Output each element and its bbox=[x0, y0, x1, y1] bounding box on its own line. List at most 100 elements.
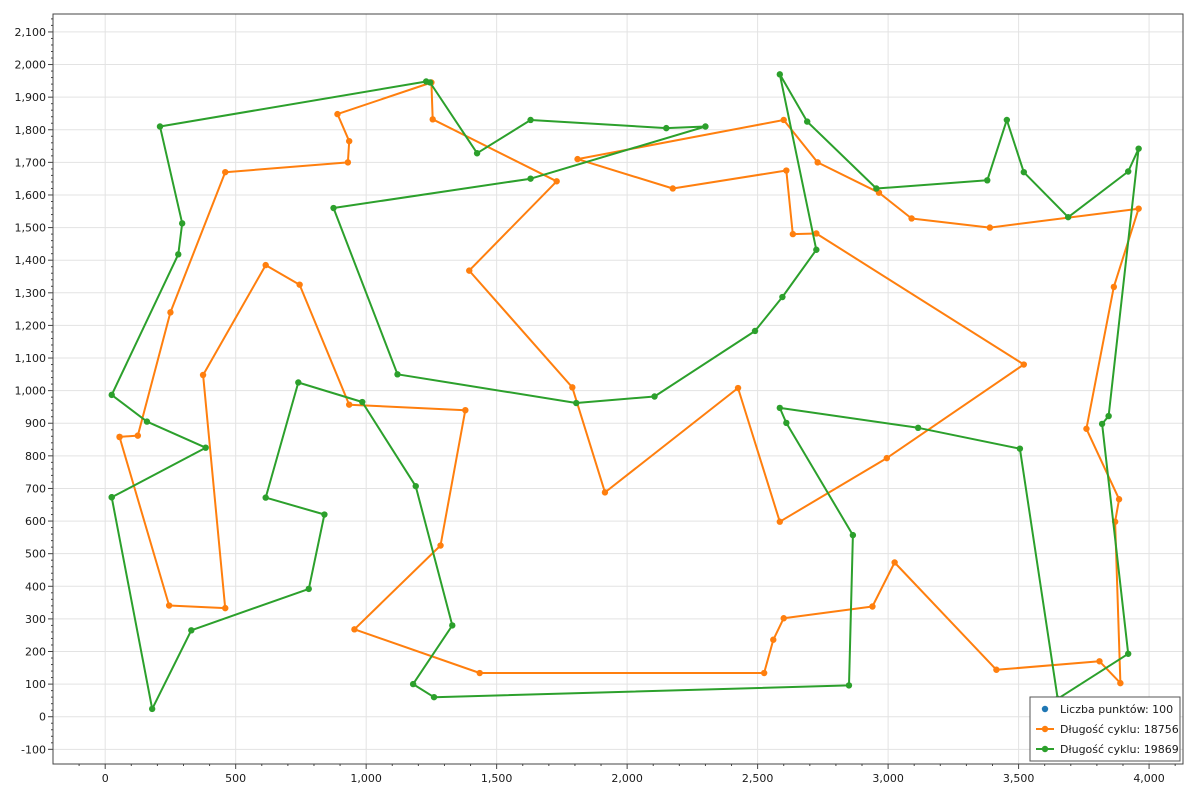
y-tick-label: 900 bbox=[25, 417, 46, 430]
series-point bbox=[1083, 425, 1090, 432]
series-point bbox=[553, 178, 560, 185]
series-point bbox=[813, 230, 820, 237]
series-point bbox=[108, 391, 115, 399]
series-point bbox=[165, 602, 173, 609]
series-point bbox=[1124, 650, 1132, 657]
plot-area bbox=[53, 14, 1183, 764]
series-point bbox=[462, 406, 469, 414]
series-point bbox=[993, 666, 1000, 673]
series-point bbox=[359, 398, 366, 406]
x-tick-label: 500 bbox=[225, 772, 246, 785]
x-tick-label: 0 bbox=[102, 772, 109, 785]
y-tick-label: -100 bbox=[21, 743, 46, 756]
x-axis: 0 500 1,000 1,500 2,000 2,500 3,000 3,500 4,000 bbox=[78, 764, 1176, 785]
legend: Liczba punktów: 100 Długość cyklu: 18756 D… bbox=[1029, 696, 1181, 762]
series-point bbox=[813, 246, 820, 253]
series-point bbox=[1124, 168, 1132, 175]
series-point bbox=[1135, 145, 1142, 152]
series-point bbox=[780, 116, 787, 124]
series-point bbox=[473, 150, 481, 157]
series-point bbox=[776, 518, 784, 525]
series-point bbox=[914, 424, 922, 432]
series-point bbox=[178, 220, 186, 227]
series-point bbox=[908, 215, 915, 222]
y-tick-label: 700 bbox=[25, 482, 46, 495]
series-point bbox=[734, 384, 742, 392]
series-point bbox=[262, 494, 269, 501]
y-tick-label: 1,400 bbox=[15, 254, 47, 267]
x-tick-label: 1,500 bbox=[481, 772, 513, 785]
y-tick-label: 1,200 bbox=[15, 319, 47, 332]
x-tick-label: 3,500 bbox=[1003, 772, 1035, 785]
series-point bbox=[663, 124, 670, 132]
series-point bbox=[476, 669, 483, 677]
series-point bbox=[346, 137, 353, 145]
series-point bbox=[295, 379, 302, 386]
y-tick-label: 500 bbox=[25, 548, 46, 561]
series-point bbox=[175, 251, 182, 258]
series-point bbox=[869, 603, 876, 610]
y-tick-label: 300 bbox=[25, 613, 46, 626]
y-tick-label: 1,700 bbox=[15, 156, 47, 169]
series-point bbox=[1016, 445, 1024, 452]
series-point bbox=[849, 531, 857, 539]
y-tick-label: 400 bbox=[25, 580, 46, 593]
series-point bbox=[449, 622, 456, 629]
series-point bbox=[1110, 283, 1118, 291]
series-point bbox=[334, 110, 341, 118]
series-point bbox=[1135, 205, 1142, 212]
series-point bbox=[776, 404, 784, 412]
series-point bbox=[430, 693, 438, 701]
y-tick-label: 1,900 bbox=[15, 91, 47, 104]
y-tick-label: 1,600 bbox=[15, 189, 47, 202]
series-point bbox=[751, 327, 759, 335]
series-point bbox=[296, 281, 303, 288]
series-point bbox=[346, 401, 353, 408]
series-point bbox=[845, 682, 853, 689]
y-tick-label: 1,500 bbox=[15, 222, 47, 235]
series-point bbox=[780, 615, 787, 622]
series-point bbox=[344, 159, 352, 166]
series-point bbox=[134, 432, 142, 439]
series-point bbox=[984, 177, 991, 184]
series-point bbox=[1105, 412, 1112, 420]
y-tick-label: 2,000 bbox=[15, 59, 47, 72]
series-point bbox=[601, 489, 609, 496]
series-point bbox=[891, 559, 898, 566]
series-point bbox=[188, 627, 195, 634]
series-point bbox=[1115, 496, 1123, 503]
series-point bbox=[202, 444, 209, 451]
series-point bbox=[770, 636, 777, 643]
x-tick-label: 1,000 bbox=[350, 772, 382, 785]
series-1 bbox=[116, 79, 1142, 687]
series-point bbox=[527, 175, 534, 182]
y-tick-label: 600 bbox=[25, 515, 46, 528]
series-point bbox=[1003, 116, 1011, 124]
legend-swatch-marker bbox=[1041, 725, 1049, 733]
legend-swatch-marker bbox=[1041, 705, 1049, 713]
series-point bbox=[873, 185, 880, 192]
series-point bbox=[429, 116, 436, 123]
series-2 bbox=[108, 71, 1142, 713]
series-point bbox=[321, 511, 328, 518]
series-point bbox=[148, 705, 156, 713]
plot-frame bbox=[52, 13, 1184, 765]
series-point bbox=[1098, 420, 1106, 428]
series-point bbox=[116, 433, 123, 441]
series-point bbox=[394, 371, 401, 378]
legend-label: Długość cyklu: 19869 bbox=[1060, 743, 1179, 756]
y-tick-label: 200 bbox=[25, 646, 46, 659]
series-point bbox=[143, 418, 151, 425]
series-point bbox=[1020, 168, 1028, 176]
y-tick-label: 1,800 bbox=[15, 124, 47, 137]
series-point bbox=[779, 293, 786, 301]
series-point bbox=[783, 167, 790, 174]
series-point bbox=[222, 168, 229, 176]
series-line bbox=[110, 73, 1140, 710]
series-point bbox=[305, 585, 312, 593]
series-layer bbox=[108, 71, 1142, 713]
series-point bbox=[108, 494, 115, 501]
series-point bbox=[330, 204, 337, 212]
series-point bbox=[412, 482, 419, 490]
